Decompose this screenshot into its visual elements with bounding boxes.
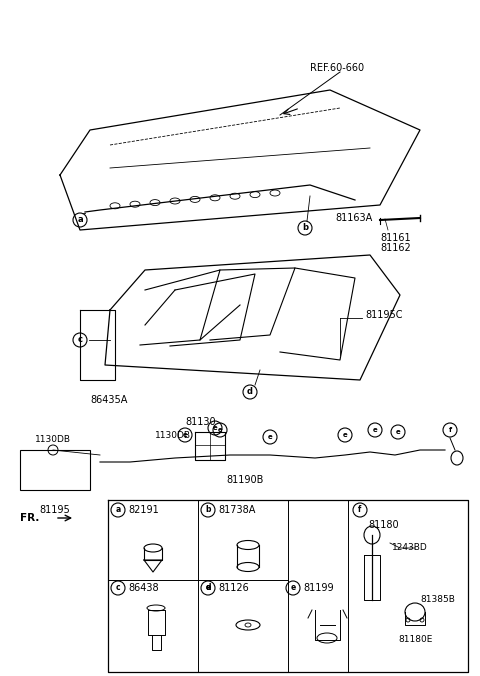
- Text: a: a: [115, 506, 120, 514]
- Text: 81162: 81162: [380, 243, 411, 253]
- Text: e: e: [290, 583, 296, 592]
- Text: 81163A: 81163A: [335, 213, 372, 223]
- Text: b: b: [302, 224, 308, 233]
- Text: f: f: [448, 427, 452, 433]
- Text: 86438: 86438: [128, 583, 158, 593]
- Text: 81180: 81180: [368, 520, 398, 530]
- Text: 1130DB: 1130DB: [35, 435, 71, 445]
- Text: f: f: [358, 506, 362, 514]
- Text: d: d: [247, 387, 253, 397]
- Text: e: e: [343, 432, 348, 438]
- Text: d: d: [205, 583, 211, 592]
- Text: 81385B: 81385B: [420, 596, 455, 604]
- Text: 82191: 82191: [128, 505, 159, 515]
- Text: c: c: [116, 583, 120, 592]
- Text: 81199: 81199: [303, 583, 334, 593]
- Text: e: e: [396, 429, 400, 435]
- Text: e: e: [205, 583, 211, 592]
- Text: b: b: [205, 506, 211, 514]
- Text: 81130: 81130: [185, 417, 216, 427]
- Text: 81161: 81161: [380, 233, 410, 243]
- Text: e: e: [217, 427, 222, 433]
- Text: 81195C: 81195C: [365, 310, 403, 320]
- Text: e: e: [213, 425, 217, 431]
- Text: e: e: [372, 427, 377, 433]
- Bar: [20, 450, 90, 490]
- Text: 86435A: 86435A: [90, 395, 127, 405]
- Text: a: a: [77, 216, 83, 224]
- Text: 81180E: 81180E: [398, 635, 432, 644]
- Text: 1130DB: 1130DB: [155, 431, 191, 439]
- Text: 81195: 81195: [40, 505, 71, 515]
- Text: e: e: [205, 583, 211, 592]
- Text: FR.: FR.: [20, 513, 39, 523]
- Text: c: c: [77, 335, 83, 345]
- Text: e: e: [182, 432, 187, 438]
- Text: 81738A: 81738A: [218, 505, 255, 515]
- Text: e: e: [268, 434, 272, 440]
- Text: 1243BD: 1243BD: [392, 544, 428, 552]
- Text: 81190B: 81190B: [226, 475, 264, 485]
- Text: REF.60-660: REF.60-660: [310, 63, 364, 73]
- Text: 81126: 81126: [218, 583, 249, 593]
